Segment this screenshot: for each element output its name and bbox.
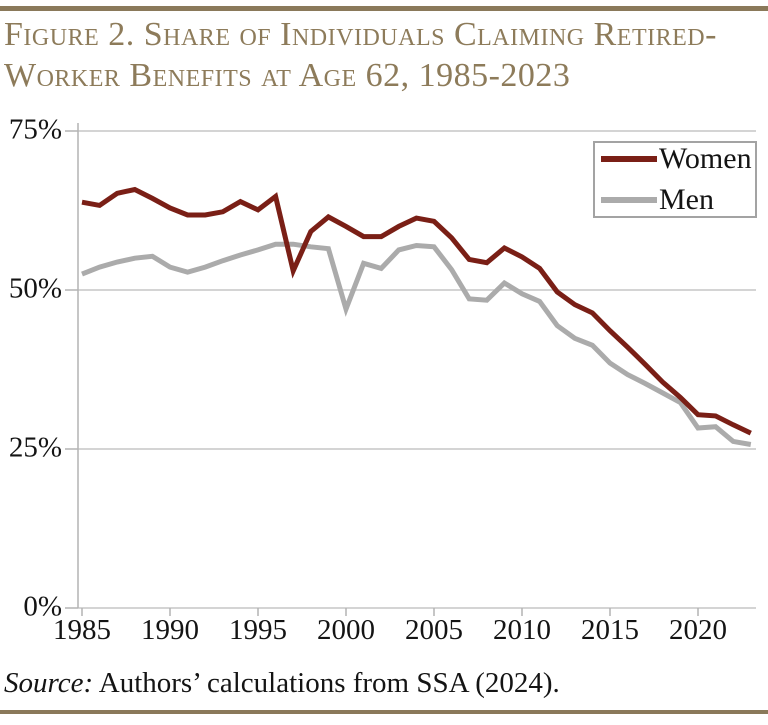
source-text: Authors’ calculations from SSA (2024). [93,667,560,699]
figure-title-line2: Worker Benefits at Age 62, 1985-2023 [4,57,571,94]
women-line-swatch [601,156,657,162]
x-tick-label-2000: 2000 [317,614,375,646]
x-tick-label-1995: 1995 [229,614,287,646]
figure-title-line1: Figure 2. Share of Individuals Claiming … [4,16,717,53]
x-tick-label-1985: 1985 [53,614,111,646]
chart-legend: Women Men [593,141,757,218]
source-prefix: Source: [4,667,94,699]
legend-label-men: Men [659,183,714,216]
women-series-line [81,186,752,436]
men-line-swatch [601,197,657,203]
source-note: Source: Authors’ calculations from SSA (… [4,667,560,700]
x-tick-label-2020: 2020 [669,614,727,646]
y-tick-label-75: 75% [8,113,62,146]
y-tick-label-0: 0% [23,590,62,623]
y-tick-label-50: 50% [8,272,62,305]
x-tick-label-2005: 2005 [405,614,463,646]
legend-label-women: Women [659,142,752,175]
figure-title: Figure 2. Share of Individuals Claiming … [4,14,717,96]
y-tick-label-25: 25% [8,431,62,464]
men-series-line [81,241,752,447]
x-tick-label-2010: 2010 [493,614,551,646]
x-tick-label-2015: 2015 [581,614,639,646]
top-rule [0,6,768,11]
x-tick-label-1990: 1990 [141,614,199,646]
bottom-rule [0,710,768,714]
legend-item-men: Men [601,185,749,215]
legend-item-women: Women [601,142,752,175]
